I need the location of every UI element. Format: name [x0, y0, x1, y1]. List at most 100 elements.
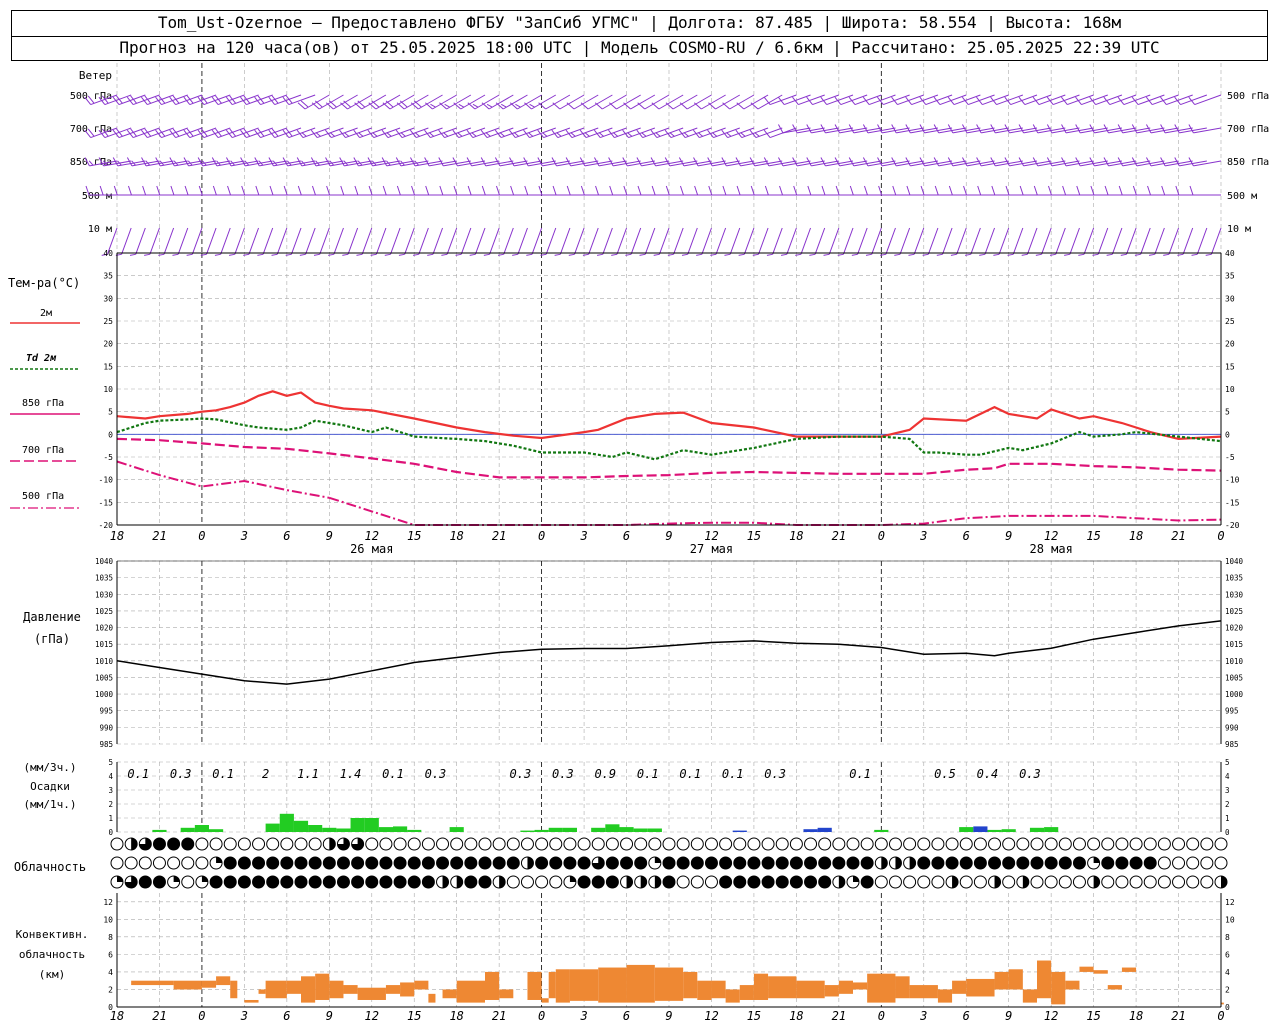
cloud-circle	[1016, 837, 1030, 851]
wind-barb	[962, 157, 995, 167]
cloud-symbol	[152, 875, 166, 889]
cloud-fill	[408, 876, 421, 888]
cloud-symbol	[1129, 856, 1143, 870]
cloud-symbol	[478, 856, 492, 870]
wind-barb	[708, 94, 741, 110]
xtick-label-conv: 6	[963, 1009, 970, 1023]
wind-barb-feather	[144, 95, 152, 104]
cloud-symbol	[888, 837, 902, 851]
xtick-label-temp: 15	[407, 529, 421, 543]
wind-barb	[226, 157, 259, 167]
cloud-fill	[1093, 876, 1100, 888]
wind-barb	[919, 157, 953, 167]
wind-barb-shaft	[616, 227, 628, 255]
wind-barb-feather	[891, 157, 897, 167]
wind-barb	[313, 227, 330, 256]
wind-barb-shaft	[457, 160, 486, 167]
temp-ytick-r: 15	[1225, 362, 1235, 371]
wind-barb-shaft	[1023, 160, 1052, 167]
wind-barb-shaft	[1094, 127, 1123, 134]
wind-barb-shaft	[372, 160, 401, 167]
wind-barb-feather	[272, 160, 278, 166]
wind-barb	[721, 157, 755, 167]
wind-barb-feather	[414, 100, 422, 108]
wind-barb-feather	[708, 185, 713, 196]
wind-barb	[509, 94, 542, 110]
cloud-symbol	[846, 837, 860, 851]
cloud-circle	[506, 837, 520, 851]
wind-barb	[735, 157, 769, 167]
cloud-symbol	[959, 837, 973, 851]
wind-barb-feather	[382, 102, 391, 110]
wind-barb-shaft	[460, 227, 472, 255]
cloud-symbol	[761, 856, 775, 870]
wind-barb-feather	[202, 160, 207, 166]
cloud-symbol	[1143, 856, 1157, 870]
wind-barb	[1188, 94, 1222, 106]
wind-barb-feather	[961, 96, 969, 105]
wind-barb-shaft	[1095, 94, 1123, 106]
precip-bar	[591, 827, 606, 832]
wind-barb-shaft	[246, 127, 273, 139]
wind-barb-feather	[386, 160, 391, 166]
wind-barb-feather	[466, 129, 474, 138]
cloud-symbol	[464, 837, 478, 851]
cloud-symbol	[322, 875, 336, 889]
conv-bar	[1121, 967, 1137, 972]
cloud-symbol	[294, 856, 308, 870]
wind-barb	[211, 94, 245, 106]
wind-barb-feather	[310, 157, 317, 167]
cloud-circle	[181, 875, 195, 889]
wind-barb-feather	[694, 185, 699, 196]
wind-barb-shaft	[344, 160, 372, 167]
wind-barb-feather	[240, 96, 247, 105]
wind-barb-shaft	[658, 227, 670, 255]
wind-barb-feather	[384, 253, 391, 256]
wind-barb	[637, 94, 670, 110]
press-ytick-l: 1005	[95, 673, 113, 682]
wind-barb-feather	[793, 185, 798, 196]
wind-barb	[1177, 227, 1194, 256]
wind-barb-feather	[763, 96, 771, 105]
wind-barb-feather	[1148, 253, 1155, 256]
cloud-circle	[1072, 837, 1086, 851]
cloud-fill	[337, 838, 350, 850]
wind-barb-feather	[526, 253, 533, 256]
conv-bar	[838, 980, 853, 994]
cloud-symbol	[832, 875, 846, 889]
cloud-symbol	[1157, 837, 1171, 851]
cloud-symbol	[266, 875, 280, 889]
wind-barb-feather	[707, 157, 713, 167]
wind-barb-feather	[329, 100, 337, 108]
cloud-symbol	[393, 856, 407, 870]
precip-sum-label: 0.1	[722, 767, 744, 781]
wind-barb-feather	[609, 185, 614, 196]
press-ytick-l: 985	[99, 740, 113, 749]
cloud-symbol	[761, 875, 775, 889]
wind-barb	[439, 94, 472, 110]
wind-barb-feather	[763, 129, 771, 138]
wind-barb	[271, 227, 288, 256]
wind-barb-shaft	[966, 127, 995, 134]
conv-bar	[428, 993, 436, 1003]
wind-barb-feather	[410, 157, 416, 167]
wind-barb-feather	[411, 185, 416, 196]
wind-barb-feather	[551, 157, 557, 167]
conv-bar	[1022, 989, 1037, 1003]
cloud-fill	[365, 857, 378, 869]
precip-sum-label: 0.3	[764, 767, 786, 781]
conv-bar	[329, 980, 344, 999]
wind-barb-feather	[721, 157, 727, 167]
wind-barb	[452, 157, 486, 167]
wind-barb-feather	[297, 185, 302, 196]
cloud-symbol	[874, 837, 888, 851]
temp-ytick-l: 15	[103, 362, 113, 371]
wind-barb-feather	[625, 253, 632, 256]
cloud-circle	[237, 837, 251, 851]
xtick-label-conv: 3	[919, 1009, 927, 1023]
wind-barb-feather	[792, 96, 799, 105]
precip-sum-label: 0.3	[425, 767, 447, 781]
conv-bar	[1037, 960, 1052, 999]
cloud-symbol	[1058, 837, 1072, 851]
wind-level-label-r: 850 гПа	[1227, 157, 1269, 168]
